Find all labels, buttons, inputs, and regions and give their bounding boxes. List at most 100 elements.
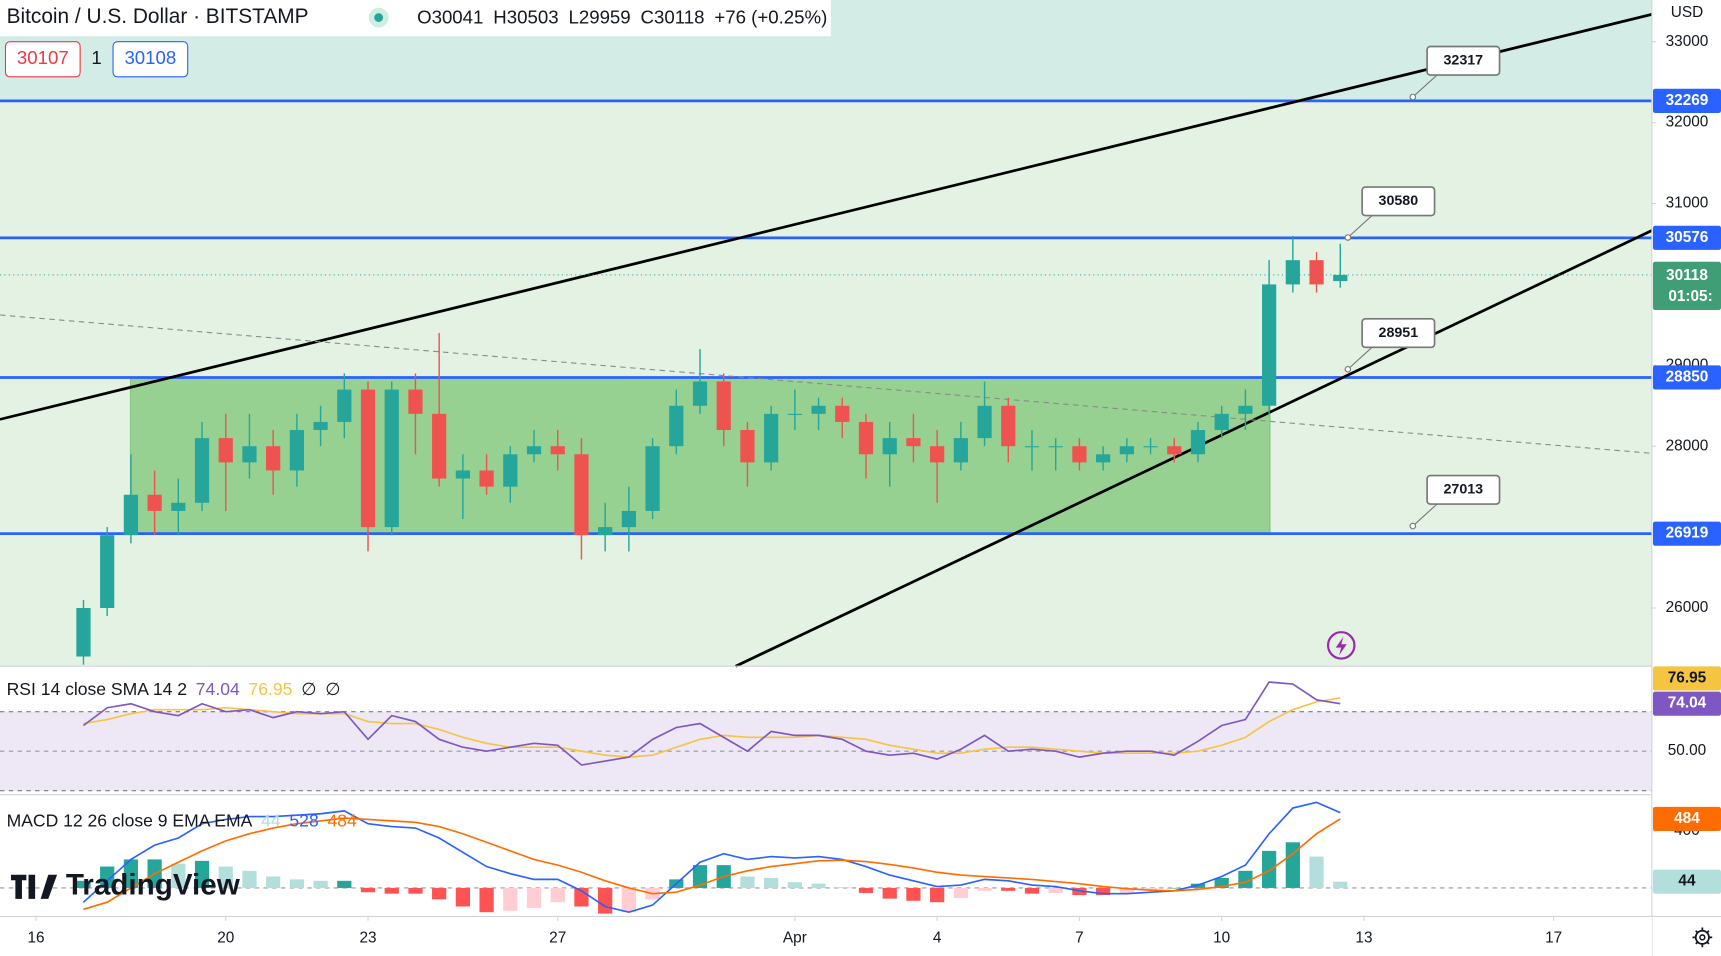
currency[interactable]: USD bbox=[1671, 4, 1703, 21]
ohlc-value: C30118 bbox=[641, 7, 705, 28]
macd-signal-tag-bg bbox=[1652, 806, 1721, 831]
ohlc-value: H30503 bbox=[493, 7, 558, 28]
callout-label: 28951 bbox=[1379, 325, 1419, 341]
candle-body bbox=[337, 389, 352, 422]
candle-body bbox=[1285, 260, 1300, 285]
histogram-bar bbox=[1096, 887, 1111, 896]
callout-connector bbox=[1347, 215, 1373, 238]
candle-body bbox=[194, 438, 210, 503]
candle-body bbox=[526, 446, 542, 455]
macd-hist-tag-bg bbox=[1652, 869, 1721, 894]
candle-body bbox=[787, 413, 802, 415]
callout-connector bbox=[1412, 503, 1438, 527]
candle-body bbox=[953, 438, 968, 463]
histogram-bar bbox=[194, 860, 210, 888]
y-tick-label: 31000 bbox=[1666, 195, 1709, 212]
histogram-bar bbox=[953, 887, 968, 898]
settings-button[interactable] bbox=[1692, 927, 1713, 948]
macd-legend-value: 484 bbox=[327, 811, 357, 831]
candle-body bbox=[1143, 446, 1158, 448]
callout-box bbox=[1426, 474, 1501, 505]
histogram-bar bbox=[1119, 887, 1134, 893]
histogram-bar bbox=[76, 880, 91, 888]
candle-body bbox=[1048, 446, 1063, 448]
x-tick-label: 17 bbox=[1545, 929, 1562, 946]
histogram-bar bbox=[621, 887, 636, 913]
scale-bg bbox=[1651, 0, 1721, 917]
ohlc-legend: O30041 H30503 L29959 C30118 +76 (+0.25%) bbox=[417, 7, 827, 28]
y-tick-label: 26000 bbox=[1666, 599, 1709, 616]
candle-body bbox=[289, 430, 305, 471]
level-tag: 28850 bbox=[1666, 369, 1709, 386]
x-tick-label: 13 bbox=[1355, 929, 1372, 946]
macd-hist-tag: 44 bbox=[1678, 873, 1696, 890]
x-tick-label: 4 bbox=[933, 929, 942, 946]
histogram-bar bbox=[1214, 877, 1229, 888]
callout-anchor bbox=[1409, 93, 1417, 101]
histogram-bar bbox=[598, 887, 613, 914]
callout-label: 27013 bbox=[1443, 482, 1483, 498]
histogram-bar bbox=[858, 887, 874, 893]
macd-title: MACD 12 26 close 9 EMA EMA bbox=[7, 811, 253, 831]
callout-box bbox=[1361, 186, 1436, 217]
level-tag: 26919 bbox=[1666, 525, 1709, 542]
candle-body bbox=[1238, 405, 1253, 414]
candle-body bbox=[1096, 454, 1111, 463]
candle-body bbox=[76, 607, 91, 657]
candle-body bbox=[645, 446, 660, 511]
level-tag-bg bbox=[1652, 88, 1721, 113]
time-axis: 16 20 23 27 Apr 4 7 10 13 17 bbox=[0, 915, 1721, 956]
histogram-bar bbox=[1167, 887, 1182, 889]
ohlc-value: O30041 bbox=[417, 7, 483, 28]
candle-body bbox=[811, 405, 826, 414]
candle-body bbox=[1262, 284, 1277, 406]
candle-body bbox=[835, 405, 850, 422]
histogram-bar bbox=[123, 859, 139, 888]
candle-body bbox=[906, 438, 921, 447]
candle-body bbox=[716, 381, 731, 431]
histogram-bar bbox=[503, 887, 518, 911]
rsi-legend-extra: ∅ bbox=[301, 679, 316, 699]
rsi-line bbox=[82, 681, 1341, 766]
logo-mark bbox=[10, 874, 36, 899]
histogram-bar bbox=[811, 883, 826, 888]
buy-button[interactable] bbox=[112, 41, 189, 78]
histogram-bar bbox=[479, 887, 494, 913]
callout-box bbox=[1361, 317, 1436, 349]
histogram-bar bbox=[266, 876, 281, 888]
alert-ring[interactable] bbox=[1326, 631, 1356, 660]
gear-teeth[interactable] bbox=[1692, 927, 1713, 948]
candle-body bbox=[123, 494, 139, 536]
y-tick-label: 32000 bbox=[1666, 114, 1709, 131]
candle-body bbox=[550, 446, 565, 455]
candle-body bbox=[218, 438, 233, 463]
candle-body bbox=[574, 454, 589, 536]
ohlc-value: L29959 bbox=[568, 7, 630, 28]
callout-label: 30580 bbox=[1379, 193, 1419, 209]
histogram-bar bbox=[1048, 887, 1063, 893]
histogram-bar bbox=[906, 887, 921, 901]
x-tick-label: 27 bbox=[549, 929, 566, 946]
x-tick-label: 23 bbox=[359, 929, 376, 946]
x-tick-label: 16 bbox=[27, 929, 44, 946]
sell-button[interactable] bbox=[4, 41, 81, 78]
last-price-tag-bg bbox=[1652, 261, 1721, 310]
symbol-title[interactable]: Bitcoin / U.S. Dollar · BITSTAMP bbox=[7, 5, 309, 28]
alert-icon[interactable] bbox=[1326, 631, 1356, 660]
candle-body bbox=[147, 494, 162, 511]
level-tag: 32269 bbox=[1666, 92, 1709, 109]
candle-body bbox=[1072, 446, 1087, 463]
macd-layer: MACD 12 26 close 9 EMA EMA 44 528 484 bbox=[0, 801, 1652, 914]
ohlc-value: +76 (+0.25%) bbox=[714, 7, 827, 28]
time-axis-bg bbox=[0, 916, 1652, 956]
candle-body bbox=[1214, 413, 1229, 431]
logo-mark bbox=[40, 874, 58, 899]
ask-price[interactable]: 30108 bbox=[124, 47, 176, 68]
alert-bolt[interactable] bbox=[1335, 636, 1347, 656]
rsi-legend-value: 74.04 bbox=[196, 679, 240, 699]
market-status-dot[interactable] bbox=[374, 13, 384, 22]
bid-price[interactable]: 30107 bbox=[17, 47, 69, 68]
last-price-tag: 30118 bbox=[1666, 267, 1708, 284]
gear-hub[interactable] bbox=[1699, 934, 1706, 941]
candle-body bbox=[503, 454, 518, 487]
